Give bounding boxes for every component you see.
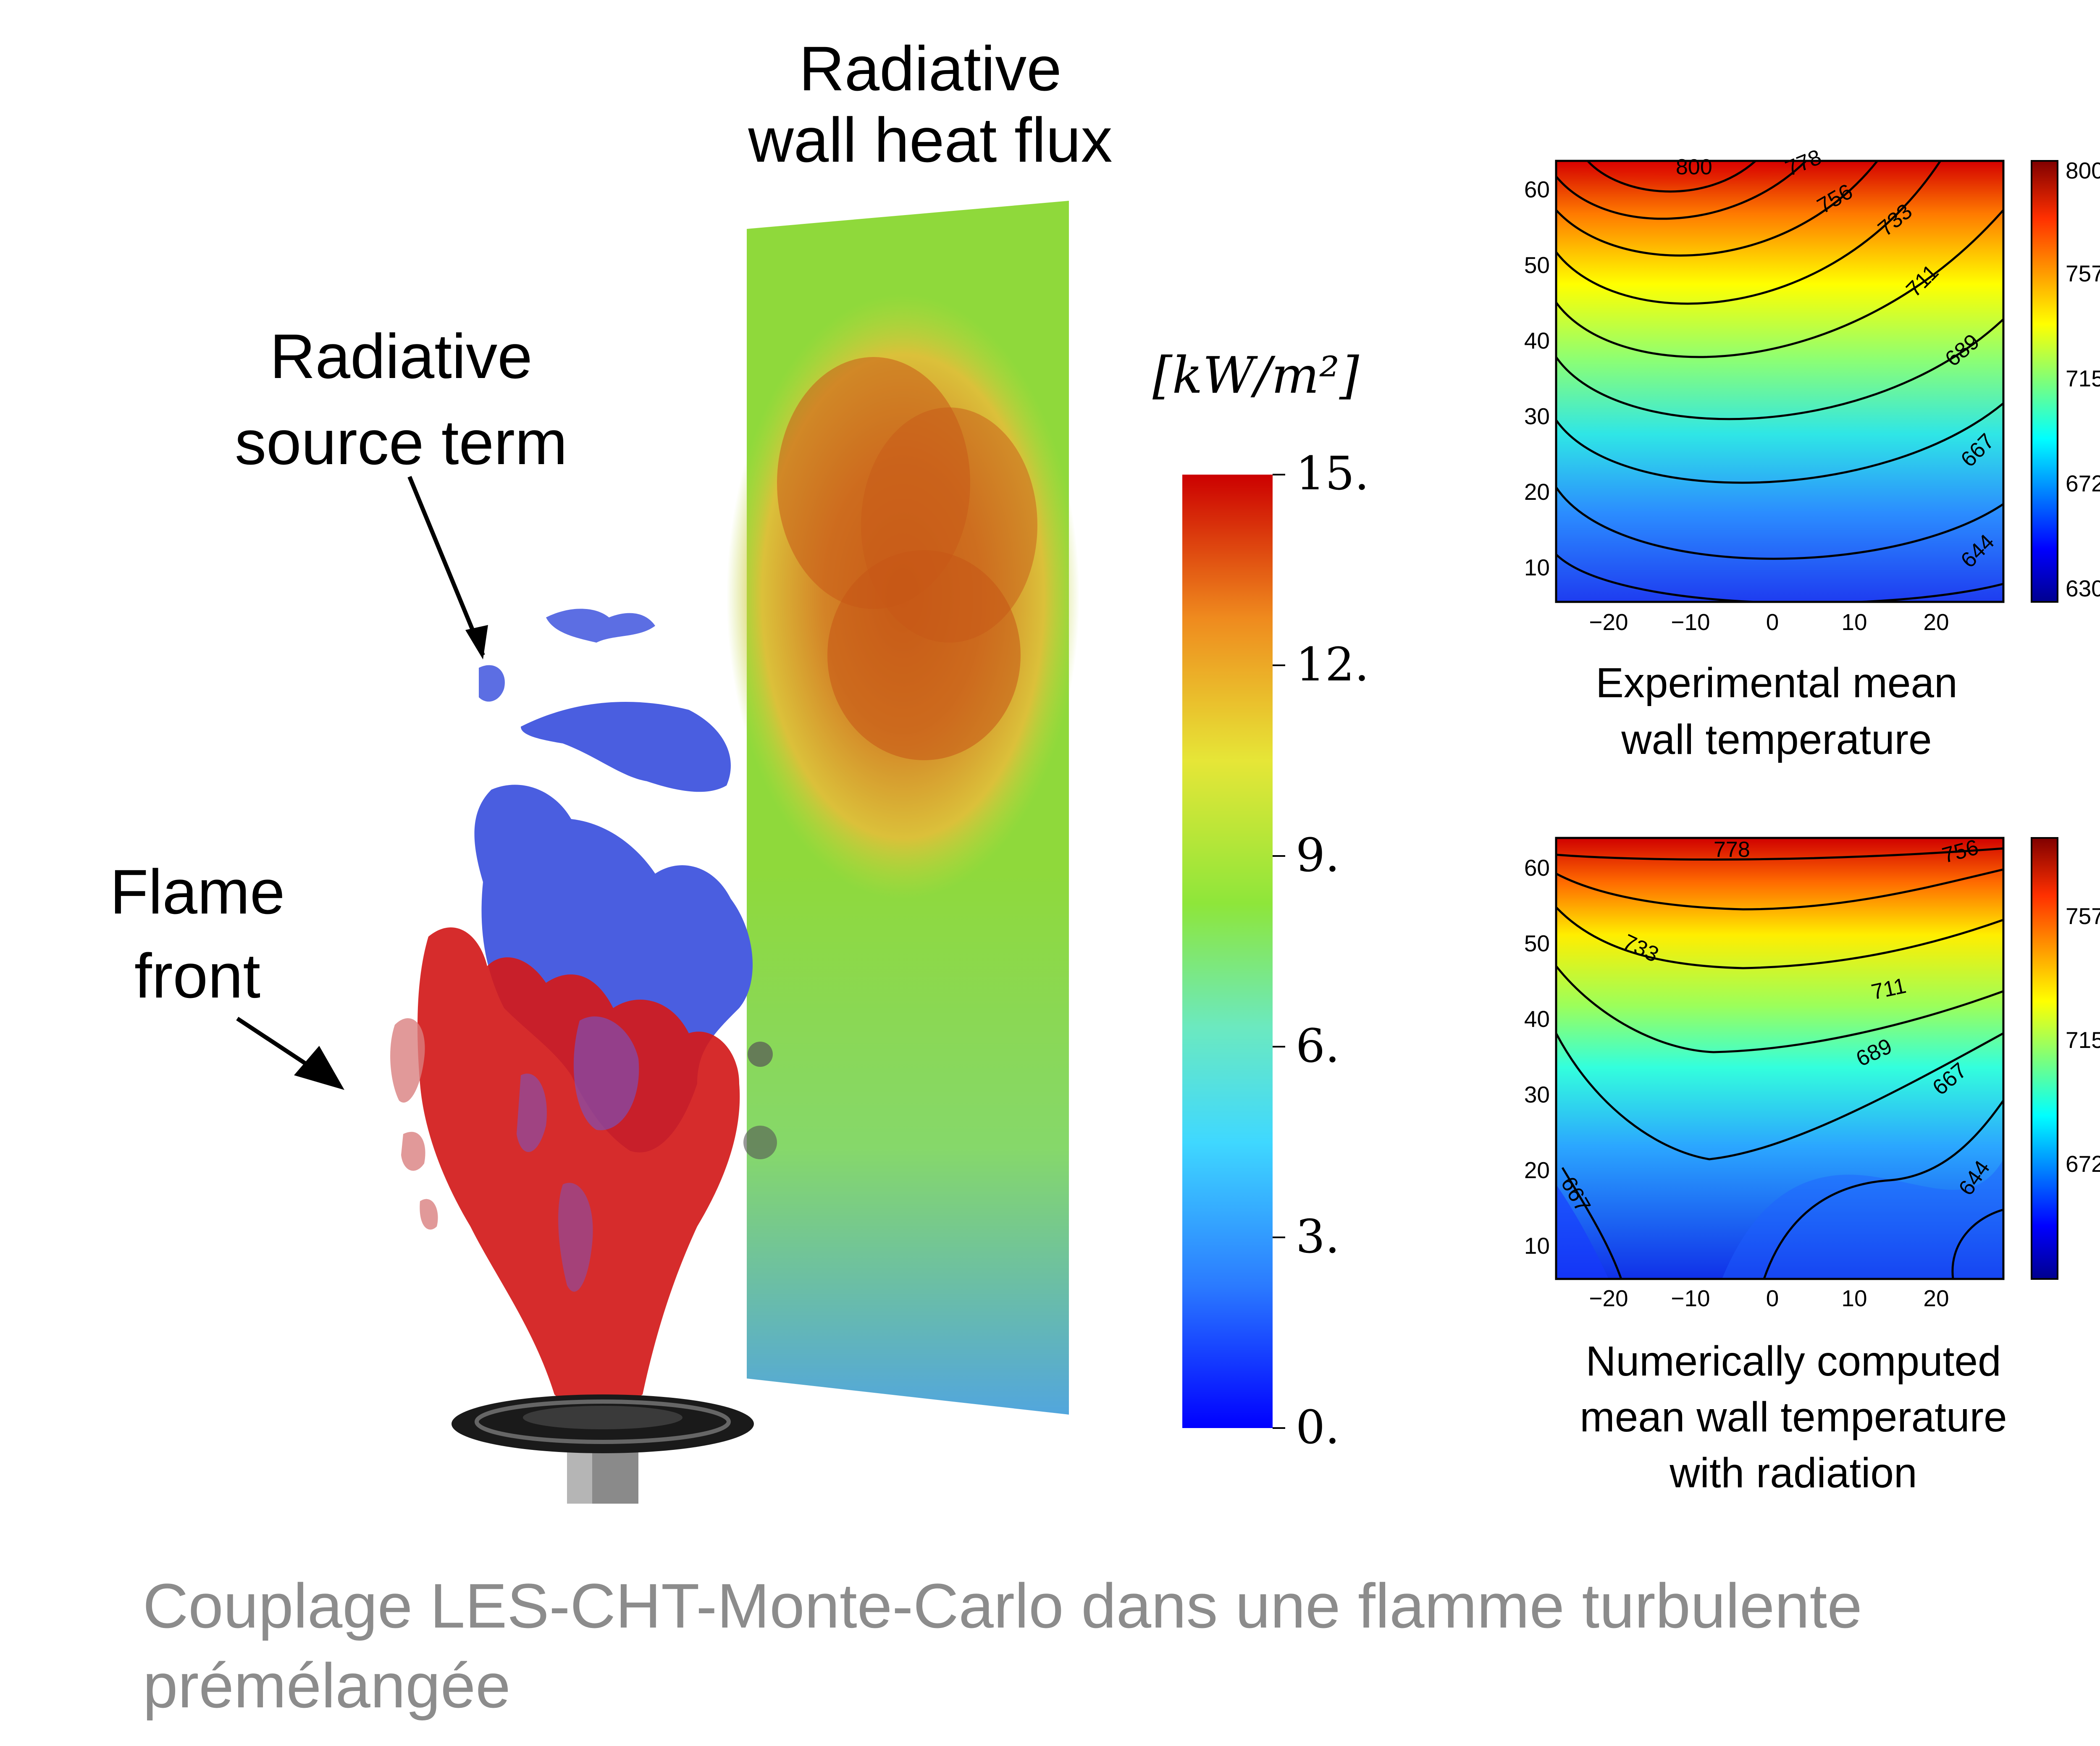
flux-colorbar-ticks [1273, 474, 1285, 1429]
exp-cbar-630: 630.0 [2066, 575, 2100, 601]
num-ytick-60: 60 [1524, 855, 1550, 881]
flux-tick-15: 15. [1296, 446, 1369, 500]
exp-cbar-757: 757.5 [2066, 260, 2100, 286]
wall-title-line2: wall heat flux [748, 105, 1112, 175]
flame-front-label-line2: front [134, 940, 260, 1011]
exp-xtick-m20: −20 [1589, 609, 1628, 635]
num-caption-line3: with radiation [1669, 1449, 1917, 1497]
exp-cbar-672: 672.5 [2066, 470, 2100, 496]
wall-title-line1: Radiative [799, 33, 1061, 104]
num-contour-778: 778 [1714, 838, 1750, 862]
flux-tick-12: 12. [1296, 638, 1369, 691]
exp-ytick-40: 40 [1524, 328, 1550, 354]
num-ytick-40: 40 [1524, 1006, 1550, 1032]
unit-label: [kW/m²] [1152, 347, 1359, 405]
numerical-contour-plot: 778 756 733 711 689 667 667 644 60 50 40… [1524, 835, 2100, 1497]
exp-ytick-60: 60 [1524, 176, 1550, 202]
exp-cbar-800: 800.0 [2066, 158, 2100, 184]
exp-ytick-50: 50 [1524, 252, 1550, 278]
flux-tick-3: 3. [1296, 1210, 1340, 1263]
exp-ytick-10: 10 [1524, 554, 1550, 580]
exp-caption-line1: Experimental mean [1596, 659, 1958, 706]
num-colorbar [2031, 837, 2058, 1280]
num-xtick-10: 10 [1841, 1285, 1867, 1311]
source-term-label-line1: Radiative [270, 321, 532, 391]
num-ytick-50: 50 [1524, 930, 1550, 956]
exp-xtick-m10: −10 [1671, 609, 1710, 635]
flame-front-isosurface [390, 927, 777, 1411]
num-ytick-30: 30 [1524, 1082, 1550, 1108]
source-term-label-line2: source term [235, 407, 567, 478]
num-xtick-m10: −10 [1671, 1285, 1710, 1311]
num-cbar-672: 672.5 [2066, 1151, 2100, 1177]
exp-contour-800: 800 [1676, 155, 1712, 179]
num-xtick-20: 20 [1923, 1285, 1949, 1311]
flux-colorbar [1182, 475, 1273, 1428]
footer-line1: Couplage LES-CHT-Monte-Carlo dans une fl… [143, 1570, 1862, 1641]
flame-front-label-line1: Flame [110, 856, 285, 927]
flux-tick-0: 0. [1296, 1400, 1340, 1454]
exp-caption-line2: wall temperature [1621, 716, 1932, 763]
source-term-arrowhead [465, 625, 488, 659]
exp-xtick-0: 0 [1766, 609, 1779, 635]
exp-xtick-20: 20 [1923, 609, 1949, 635]
source-term-arrow [407, 476, 485, 656]
exp-ytick-30: 30 [1524, 403, 1550, 429]
num-ytick-10: 10 [1524, 1233, 1550, 1259]
burner [452, 1394, 754, 1504]
experimental-contour-plot: 800 778 756 733 711 689 667 644 60 50 40… [1524, 145, 2100, 763]
exp-xtick-10: 10 [1841, 609, 1867, 635]
num-ytick-20: 20 [1524, 1157, 1550, 1183]
exp-ytick-20: 20 [1524, 479, 1550, 505]
footer-line2: prémélangée [143, 1650, 511, 1721]
exp-cbar-715: 715.0 [2066, 365, 2100, 391]
flux-tick-6: 6. [1296, 1019, 1340, 1073]
wall-heat-flux-panel [727, 201, 1079, 1415]
num-xtick-0: 0 [1766, 1285, 1779, 1311]
num-caption-line1: Numerically computed [1586, 1338, 2001, 1385]
flame-front-arrowhead [294, 1046, 344, 1090]
num-cbar-757: 757.5 [2066, 903, 2100, 929]
flux-tick-9: 9. [1296, 828, 1340, 882]
num-cbar-715: 715.0 [2066, 1027, 2100, 1053]
num-xtick-m20: −20 [1589, 1285, 1628, 1311]
num-caption-line2: mean wall temperature [1580, 1394, 2007, 1441]
exp-colorbar [2031, 160, 2058, 603]
